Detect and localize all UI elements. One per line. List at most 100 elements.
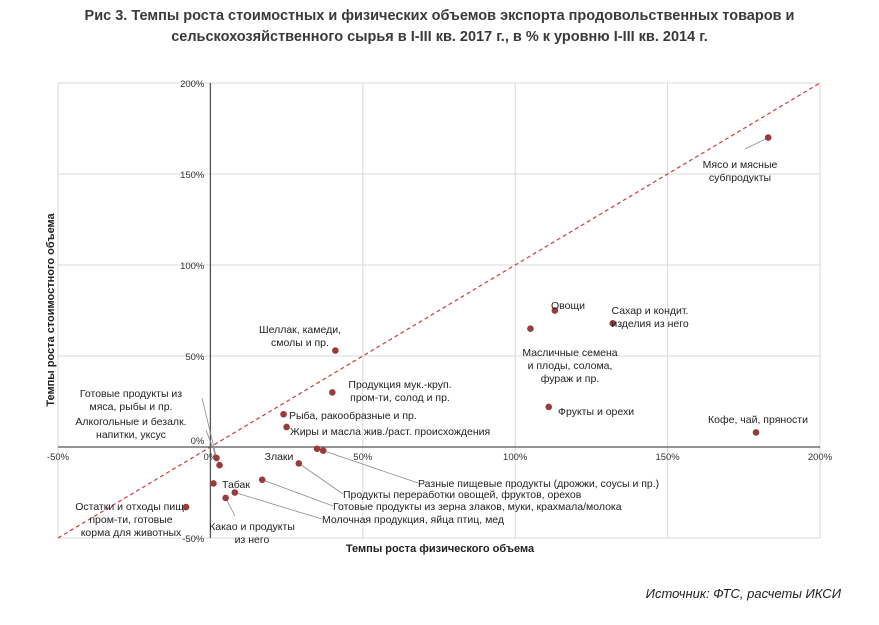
point-label: Фрукты и орехи: [558, 406, 634, 418]
point-label-line: Злаки: [265, 451, 294, 463]
source-note: Источник: ФТС, расчеты ИКСИ: [645, 586, 841, 601]
point-labels: Мясо и мясные субпродукты Овощи Сахар и кон…: [75, 159, 808, 546]
point-label-line: мяса, рыбы и пр.: [90, 401, 173, 413]
data-point: [329, 389, 336, 396]
data-point: [319, 447, 327, 454]
point-label: Готовые продукты из зерна злаков, муки, …: [333, 501, 622, 513]
y-axis-title: Темпы роста стоимостного объема: [45, 212, 57, 406]
point-label-line: корма для животных: [81, 527, 182, 539]
point-label-line: Готовые продукты из зерна злаков, муки, …: [333, 501, 622, 513]
leader-line: [234, 492, 323, 520]
data-point: [545, 403, 553, 411]
point-label-line: фураж и пр.: [541, 373, 600, 385]
point-label-line: Готовые продукты из: [80, 388, 182, 400]
data-point: [258, 476, 266, 484]
chart-title: Рис 3. Темпы роста стоимостных и физичес…: [0, 6, 879, 48]
y-tick-label: 0%: [191, 436, 205, 447]
point-label: Табак: [222, 479, 250, 491]
point-label: Готовые продукты из мяса, рыбы и пр.: [80, 388, 182, 413]
point-label-line: Разные пищевые продукты (дрожжи, соусы и…: [418, 478, 659, 490]
leader-line: [298, 463, 344, 495]
point-label: Шеллак, камеди, смолы и пр.: [259, 324, 341, 349]
data-point: [551, 307, 559, 314]
leader-line: [262, 479, 334, 507]
point-label-line: и плоды, солома,: [528, 360, 613, 372]
x-axis-title: Темпы роста физического объема: [346, 543, 535, 555]
point-label: Продукты переработки овощей, фруктов, ор…: [343, 489, 582, 501]
point-label-line: Какао и продукты: [209, 521, 295, 533]
point-label: Злаки: [265, 451, 294, 463]
data-point: [210, 480, 217, 487]
data-point: [764, 134, 772, 141]
reference-line: [57, 82, 821, 539]
point-label-line: из него: [235, 534, 270, 546]
y-tick-label: 100%: [180, 261, 205, 272]
leader-line: [323, 450, 419, 484]
leader-line: [225, 497, 236, 517]
point-label: Разные пищевые продукты (дрожжи, соусы и…: [418, 478, 659, 490]
point-label: Какао и продукты из него: [209, 521, 295, 546]
data-point: [609, 319, 617, 327]
data-point: [280, 410, 287, 418]
point-label: Молочная продукция, яйца птиц, мед: [322, 514, 504, 526]
point-label: Масличные семена и плоды, солома, фураж и …: [522, 347, 617, 385]
data-point: [295, 460, 303, 467]
point-label-line: Остатки и отходы пищ.: [75, 501, 187, 513]
data-point: [283, 423, 290, 431]
point-label-line: Шеллак, камеди,: [259, 324, 341, 336]
title-line-2: сельскохозяйственного сырья в I-III кв. …: [171, 29, 708, 45]
x-tick-label: 0%: [204, 452, 218, 463]
point-label-line: смолы и пр.: [271, 337, 329, 349]
diagonal-y-equals-x: [57, 82, 821, 539]
data-point: [752, 429, 760, 436]
point-label-line: Жиры и масла жив./раст. происхождения: [290, 426, 490, 438]
point-label-line: Продукты переработки овощей, фруктов, ор…: [343, 489, 582, 501]
point-label: Сахар и кондит. изделия из него: [611, 305, 688, 330]
point-label: Кофе, чай, пряности: [708, 414, 808, 426]
data-point: [216, 461, 223, 469]
leader-line: [744, 137, 769, 150]
axes: [58, 83, 820, 538]
data-point: [231, 489, 239, 496]
data-point: [313, 445, 321, 453]
title-line-1: Рис 3. Темпы роста стоимостных и физичес…: [84, 8, 795, 24]
leader-line: [201, 397, 217, 459]
point-label-line: субпродукты: [709, 172, 771, 184]
x-tick-label: 200%: [808, 452, 833, 463]
y-tick-label: 200%: [180, 79, 205, 90]
y-tick-label: -50%: [182, 534, 205, 545]
point-label: Рыба, ракообразные и пр.: [289, 410, 417, 422]
y-tick-label: 50%: [185, 352, 205, 363]
x-tick-label: 50%: [353, 452, 373, 463]
data-point: [222, 494, 229, 502]
y-tick-label: 150%: [180, 170, 205, 181]
x-tick-label: 150%: [655, 452, 680, 463]
point-label: Жиры и масла жив./раст. происхождения: [290, 426, 490, 438]
data-points: [182, 134, 772, 511]
point-label-line: Рыба, ракообразные и пр.: [289, 410, 417, 422]
point-label-line: напитки, уксус: [96, 429, 166, 441]
data-point: [527, 325, 534, 333]
data-point: [182, 503, 190, 511]
point-label-line: Мясо и мясные: [703, 159, 778, 171]
data-point: [332, 347, 339, 354]
point-label: Остатки и отходы пищ. пром-ти, готовые кор…: [75, 501, 187, 539]
point-label: Овощи: [551, 300, 585, 312]
point-label-line: Овощи: [551, 300, 585, 312]
point-label-line: Кофе, чай, пряности: [708, 414, 808, 426]
point-label-line: Сахар и кондит.: [612, 305, 689, 317]
point-label-line: изделия из него: [611, 318, 688, 330]
x-tick-label: -50%: [47, 452, 70, 463]
data-point: [213, 454, 220, 462]
point-label-line: Фрукты и орехи: [558, 406, 634, 418]
point-label-line: Молочная продукция, яйца птиц, мед: [322, 514, 504, 526]
point-label-line: пром-ти, солод и пр.: [350, 392, 450, 404]
tick-labels: -50% 0% 50% 100% 150% 200% -50% 50% 100% 150% 200%…: [47, 79, 833, 545]
x-tick-label: 100%: [503, 452, 528, 463]
point-label-line: Табак: [222, 479, 250, 491]
point-label-line: Масличные семена: [522, 347, 617, 359]
point-label-line: пром-ти, готовые: [89, 514, 172, 526]
point-label: Мясо и мясные субпродукты: [703, 159, 778, 184]
point-label: Продукция мук.-круп. пром-ти, солод и пр.: [348, 379, 451, 404]
